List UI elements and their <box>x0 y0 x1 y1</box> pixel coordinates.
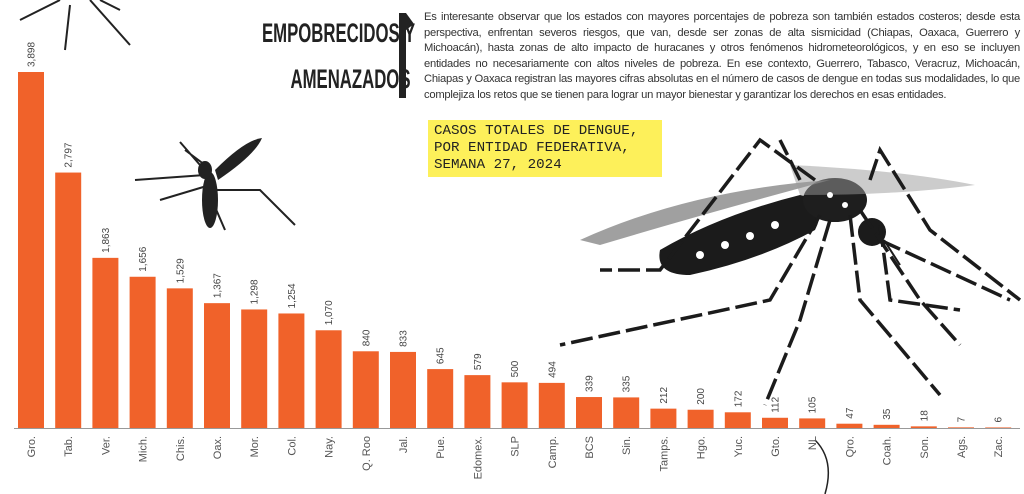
value-label: 47 <box>845 407 856 419</box>
value-label: 1,070 <box>324 300 335 325</box>
bar <box>576 397 602 428</box>
bar <box>948 427 974 428</box>
bar <box>985 427 1012 428</box>
value-label: 840 <box>361 329 372 346</box>
x-tick-label: BCS <box>584 436 596 459</box>
heading-line: EMPOBRECIDOS Y <box>262 18 416 48</box>
value-label: 1,863 <box>101 227 112 252</box>
value-label: 1,367 <box>213 273 224 298</box>
mosquito-small <box>134 138 296 231</box>
x-tick-label: Camp. <box>547 436 559 468</box>
value-label: 833 <box>399 330 410 347</box>
mosquito-small-top <box>19 0 131 51</box>
value-label: 2,797 <box>64 142 75 167</box>
value-label: 500 <box>510 360 521 377</box>
value-label: 212 <box>659 387 670 404</box>
bar <box>390 351 416 428</box>
value-label: 35 <box>882 408 893 420</box>
x-tick-label: Q. Roo <box>361 436 373 471</box>
bar <box>55 172 82 428</box>
value-label: 18 <box>919 410 930 422</box>
bar <box>873 424 900 428</box>
x-tick-label: Ver. <box>100 436 112 455</box>
value-label: 200 <box>696 388 707 405</box>
x-tick-label: Ags. <box>956 436 968 458</box>
bar <box>278 313 305 428</box>
bar <box>204 303 230 428</box>
x-tick-label: Coah. <box>882 436 894 465</box>
bar <box>315 330 342 428</box>
x-tick-label: Tamps. <box>658 436 670 471</box>
bar <box>650 408 677 428</box>
x-tick-label: Zac. <box>993 436 1005 457</box>
value-label: 112 <box>771 396 782 412</box>
bar <box>92 257 119 428</box>
x-tick-label: Col. <box>286 436 298 456</box>
x-tick-label: Tab. <box>63 436 75 457</box>
bar <box>129 276 156 428</box>
value-label: 579 <box>473 353 484 370</box>
bar <box>910 426 937 428</box>
x-tick-label: Nay. <box>324 436 336 458</box>
x-tick-label: Jal. <box>398 436 410 453</box>
x-tick-label: Son. <box>919 436 931 459</box>
bar <box>724 412 751 428</box>
bar <box>18 72 44 428</box>
bar <box>836 423 863 428</box>
bar <box>799 418 826 428</box>
x-tick-label: Pue. <box>435 436 447 459</box>
value-label: 3,898 <box>27 42 38 67</box>
bar <box>538 382 565 428</box>
bar <box>166 288 193 428</box>
x-tick-label: Mich. <box>138 436 150 462</box>
x-tick-label: Chis. <box>175 436 187 461</box>
bar <box>464 375 491 428</box>
bar <box>501 382 528 428</box>
value-label: 339 <box>585 375 596 392</box>
value-label: 105 <box>808 396 819 413</box>
heading: EMPOBRECIDOS Y AMENAZADOS <box>262 10 416 102</box>
x-tick-label: NL <box>807 436 819 450</box>
bar <box>613 397 640 428</box>
x-tick-label: Oax. <box>212 436 224 459</box>
x-tick-label: Sin. <box>621 436 633 455</box>
heading-marker <box>399 13 414 98</box>
bar <box>241 309 268 428</box>
value-label: 6 <box>994 416 1005 422</box>
value-label: 645 <box>436 347 447 364</box>
x-tick-label: Yuc. <box>733 436 745 457</box>
bar <box>687 409 714 428</box>
value-label: 7 <box>957 416 968 422</box>
value-label: 494 <box>547 361 558 378</box>
bar <box>427 369 454 428</box>
value-label: 172 <box>733 390 744 407</box>
mosquito-large <box>559 137 1022 494</box>
x-tick-label: Gto. <box>770 436 782 457</box>
heading-line: AMENAZADOS <box>290 64 411 94</box>
value-label: 1,656 <box>138 246 149 271</box>
value-label: 335 <box>622 375 633 392</box>
paragraph: Es interesante observar que los estados … <box>424 11 1020 101</box>
x-tick-label: Qro. <box>844 436 856 457</box>
bar <box>762 417 788 428</box>
x-tick-label: Edomex. <box>472 436 484 479</box>
x-tick-label: Mor. <box>249 436 261 457</box>
value-label: 1,254 <box>287 283 298 308</box>
value-label: 1,529 <box>175 258 186 283</box>
value-label: 1,298 <box>250 279 261 304</box>
chart-title: CASOS TOTALES DE DENGUE, POR ENTIDAD FED… <box>428 120 662 177</box>
bar <box>352 351 379 428</box>
x-tick-label: Gro. <box>26 436 38 457</box>
x-tick-label: SLP <box>510 436 522 457</box>
x-tick-label: Hgo. <box>696 436 708 459</box>
